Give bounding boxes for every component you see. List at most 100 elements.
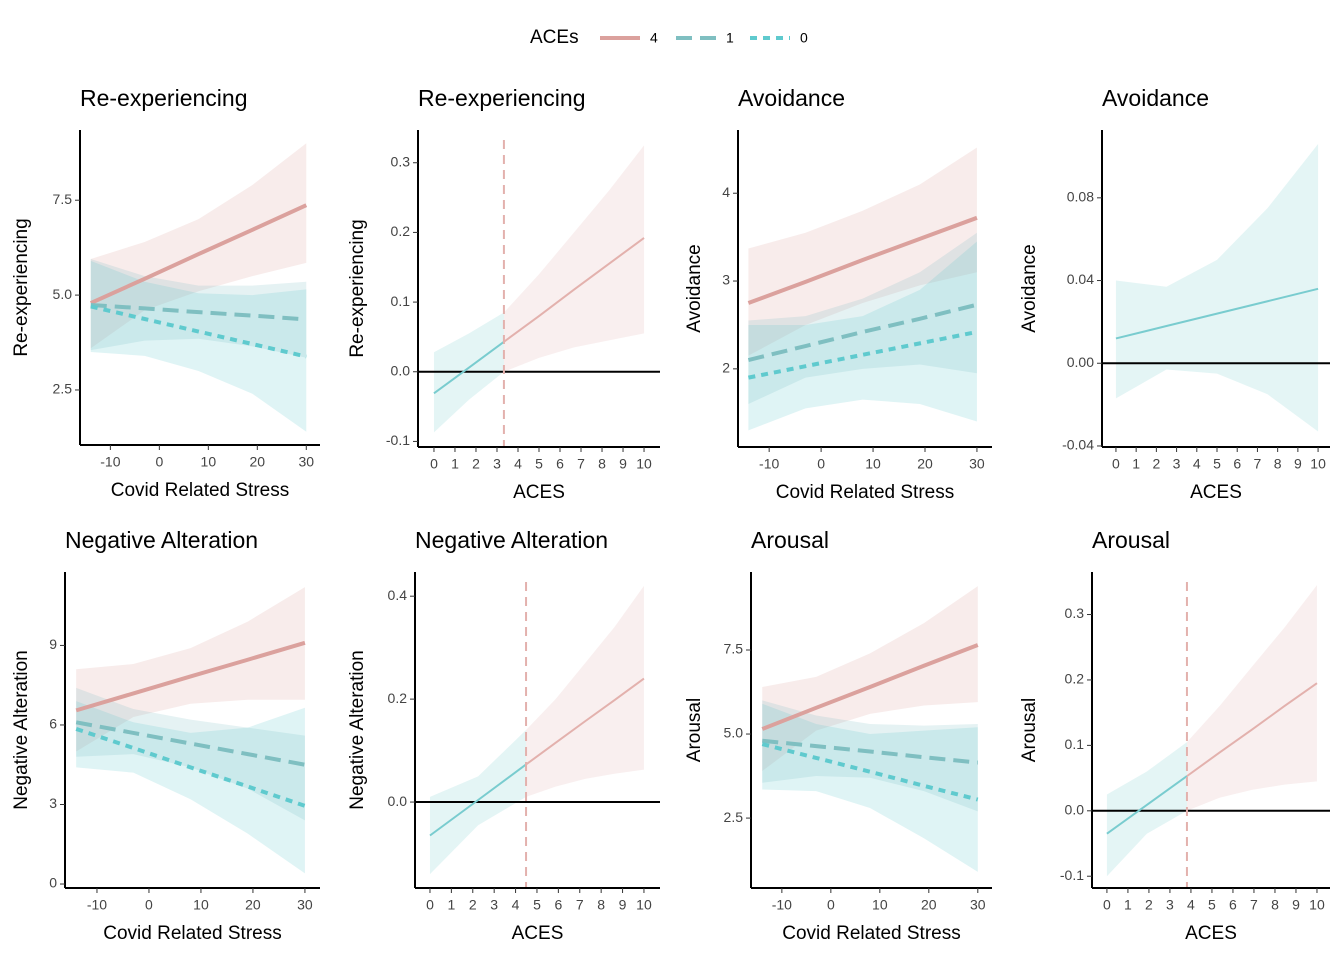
x-tick-label: 0 [430, 456, 438, 472]
x-tick-label: 20 [250, 454, 266, 470]
fit-line [1106, 775, 1188, 835]
fit-line [433, 340, 505, 395]
y-tick-label: 0.3 [1065, 605, 1085, 621]
y-tick-label: 0.4 [388, 587, 408, 603]
x-tick-label: 4 [514, 456, 522, 472]
x-axis-label: Covid Related Stress [776, 482, 954, 503]
y-tick-label: 5.0 [53, 286, 73, 302]
x-tick-label: 5 [1213, 456, 1221, 472]
confidence-band [748, 147, 977, 356]
confidence-band [76, 587, 305, 752]
legend-title: ACEs [530, 27, 579, 48]
x-tick-label: 0 [426, 897, 434, 913]
legend-label: 1 [726, 30, 734, 46]
x-tick-label: 7 [1254, 456, 1262, 472]
fit-line [747, 215, 978, 305]
x-tick-label: 10 [201, 454, 217, 470]
y-tick-label: 2.5 [53, 381, 73, 397]
confidence-band [526, 585, 644, 797]
confidence-band [1186, 585, 1317, 811]
confidence-band [76, 701, 305, 874]
x-axis-label: ACES [1185, 923, 1237, 944]
x-tick-label: 10 [636, 897, 652, 913]
y-axis-label: Re-experiencing [347, 219, 368, 357]
y-tick-label: 7.5 [53, 191, 73, 207]
x-tick-label: 6 [1233, 456, 1241, 472]
x-tick-label: 9 [619, 897, 627, 913]
legend-label: 4 [650, 30, 658, 46]
y-tick-label: -0.04 [1062, 437, 1094, 453]
panel-title: Re-experiencing [418, 85, 585, 111]
fit-line [761, 742, 979, 802]
y-tick-label: 0.04 [1067, 271, 1094, 287]
y-tick-label: 3 [49, 795, 57, 811]
x-tick-label: 0 [827, 897, 835, 913]
y-tick-label: -0.1 [1060, 867, 1084, 883]
x-tick-label: 2 [1145, 897, 1153, 913]
panel-title: Negative Alteration [65, 527, 258, 553]
x-axis-label: Covid Related Stress [103, 923, 281, 944]
fit-line [90, 304, 307, 359]
fit-line [503, 237, 645, 343]
x-tick-label: 8 [1271, 897, 1279, 913]
x-axis-label: ACES [1190, 482, 1242, 503]
x-tick-label: 7 [577, 456, 585, 472]
x-tick-label: 20 [245, 897, 261, 913]
x-tick-label: 10 [636, 456, 652, 472]
x-tick-label: 30 [298, 454, 314, 470]
panel-title: Avoidance [738, 85, 845, 111]
y-tick-label: 0.2 [1065, 671, 1085, 687]
fit-line [75, 720, 306, 767]
fit-line [75, 640, 306, 713]
x-axis-label: ACES [512, 923, 564, 944]
confidence-band [762, 700, 978, 812]
x-axis-label: Covid Related Stress [111, 480, 289, 501]
y-axis-label: Negative Alteration [347, 650, 368, 810]
x-tick-label: 10 [872, 897, 888, 913]
y-tick-label: 0.0 [388, 793, 408, 809]
fit-line [1115, 287, 1319, 340]
y-tick-label: 3 [722, 272, 730, 288]
x-tick-label: 6 [554, 897, 562, 913]
x-tick-label: 2 [1152, 456, 1160, 472]
y-tick-label: 0.0 [391, 362, 411, 378]
x-tick-label: 8 [1274, 456, 1282, 472]
panel-title: Arousal [1092, 527, 1170, 553]
fit-line [429, 763, 527, 837]
y-axis-label: Avoidance [684, 244, 705, 332]
fit-line [75, 727, 306, 808]
confidence-band [503, 145, 645, 372]
y-tick-label: -0.1 [386, 432, 410, 448]
x-tick-label: -10 [759, 456, 779, 472]
x-tick-label: 20 [921, 897, 937, 913]
x-tick-label: 0 [145, 897, 153, 913]
confidence-band [1106, 742, 1187, 877]
x-tick-label: 1 [1124, 897, 1132, 913]
y-tick-label: 0.2 [391, 223, 411, 239]
y-tick-label: 0.3 [391, 153, 411, 169]
fit-line [747, 302, 978, 363]
x-tick-label: 2 [469, 897, 477, 913]
x-tick-label: 10 [1310, 456, 1326, 472]
x-tick-label: 30 [970, 897, 986, 913]
confidence-band [762, 586, 978, 772]
confidence-band [1115, 144, 1319, 432]
x-tick-label: 1 [1132, 456, 1140, 472]
x-tick-label: 9 [619, 456, 627, 472]
x-tick-label: 8 [598, 456, 606, 472]
x-tick-label: 3 [1173, 456, 1181, 472]
x-tick-label: 7 [1250, 897, 1258, 913]
confidence-band [90, 143, 307, 349]
confidence-band [748, 232, 977, 404]
y-axis-label: Avoidance [1019, 244, 1040, 332]
panel-title: Arousal [751, 527, 829, 553]
x-tick-label: 30 [297, 897, 313, 913]
x-tick-label: 0 [1103, 897, 1111, 913]
fit-line [1186, 682, 1318, 777]
confidence-band [90, 259, 307, 358]
y-tick-label: 4 [722, 184, 730, 200]
x-tick-label: 4 [512, 897, 520, 913]
x-tick-label: 1 [447, 897, 455, 913]
